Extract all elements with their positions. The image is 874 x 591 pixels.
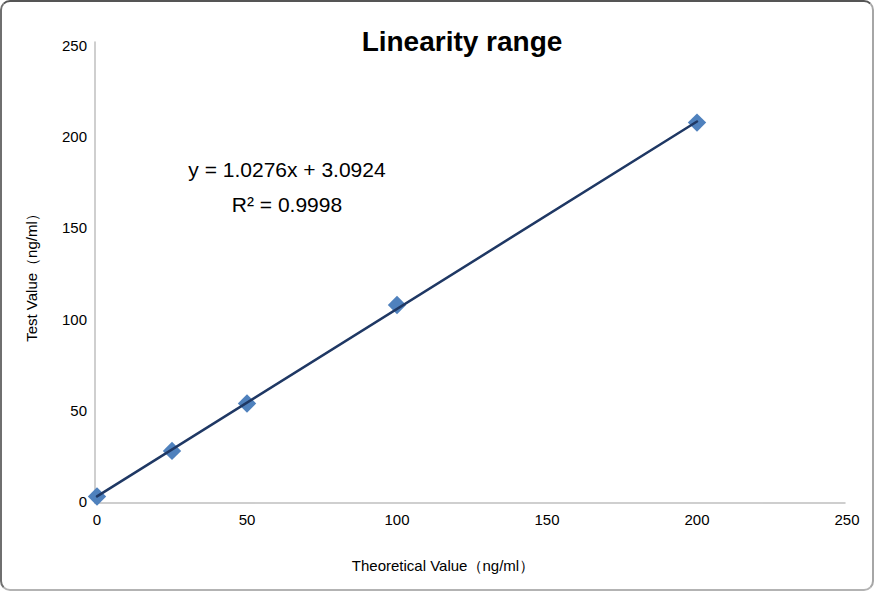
trendline-annotation: y = 1.0276x + 3.0924 R² = 0.9998 xyxy=(188,152,385,222)
x-axis-title: Theoretical Value（ng/ml） xyxy=(352,557,534,576)
x-tick-label: 100 xyxy=(367,511,427,529)
trendline-equation: y = 1.0276x + 3.0924 xyxy=(188,152,385,187)
y-tick-label: 250 xyxy=(35,37,87,55)
trendline-r-squared: R² = 0.9998 xyxy=(188,187,385,222)
trendline xyxy=(97,121,697,496)
x-tick-label: 200 xyxy=(667,511,727,529)
y-tick-label: 50 xyxy=(35,402,87,420)
x-tick-label: 50 xyxy=(217,511,277,529)
y-tick-label: 200 xyxy=(35,128,87,146)
plot-area xyxy=(2,2,874,591)
y-tick-label: 0 xyxy=(35,493,87,511)
x-tick-label: 150 xyxy=(517,511,577,529)
x-tick-label: 250 xyxy=(817,511,874,529)
y-tick-label: 150 xyxy=(35,219,87,237)
linearity-chart: Linearity range y = 1.0276x + 3.0924 R² … xyxy=(0,0,874,591)
x-tick-label: 0 xyxy=(67,511,127,529)
y-tick-label: 100 xyxy=(35,311,87,329)
chart-title: Linearity range xyxy=(362,26,563,58)
